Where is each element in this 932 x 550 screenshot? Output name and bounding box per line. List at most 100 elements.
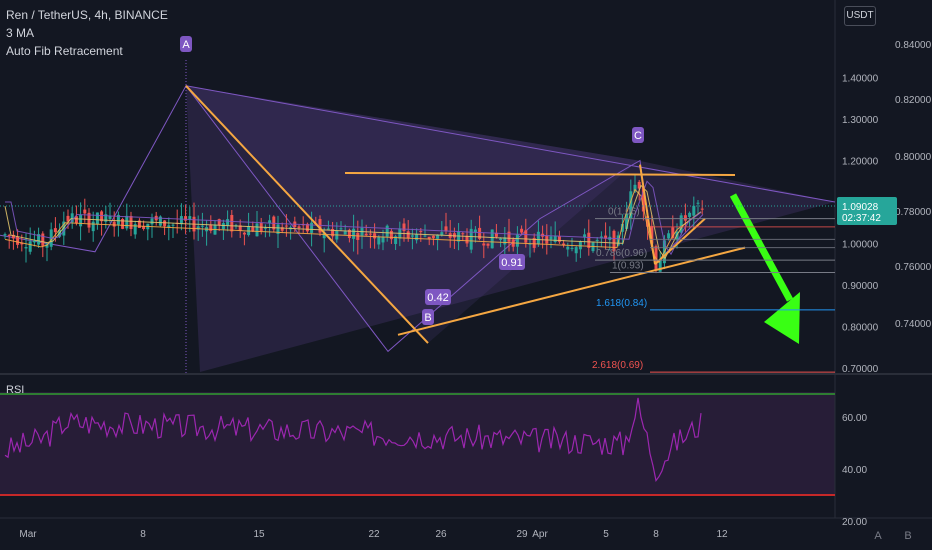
candle-down — [700, 208, 704, 210]
time-tick-label: 8 — [653, 529, 659, 540]
point-c-label-bg — [632, 127, 644, 143]
candle-down — [461, 233, 465, 235]
secondary-price-tick-label: 0.76000 — [895, 262, 932, 273]
candle-up — [133, 224, 137, 235]
candle-down — [524, 230, 528, 243]
candle-up — [268, 220, 272, 223]
price-tick-label: 0.70000 — [842, 364, 879, 375]
candle-up — [515, 234, 519, 247]
secondary-price-tick-label: 0.82000 — [895, 95, 932, 106]
candle-up — [343, 231, 347, 235]
candle-down — [520, 228, 524, 233]
candle-up — [276, 224, 280, 234]
candle-up — [310, 222, 314, 233]
candle-down — [87, 212, 91, 228]
point-a-label-bg — [180, 36, 192, 52]
candle-up — [70, 213, 74, 223]
candle-countdown: 02:37:42 — [842, 213, 881, 224]
time-tick-label: 12 — [716, 529, 728, 540]
fib-level-label: 2.618(0.69) — [592, 360, 643, 371]
candle-down — [163, 220, 167, 227]
log-scale-button[interactable]: B — [904, 530, 912, 542]
candle-down — [74, 216, 78, 224]
candle-up — [469, 228, 473, 250]
trendline — [397, 246, 746, 336]
indicator-3ma-label[interactable]: 3 MA — [6, 26, 35, 40]
candle-down — [184, 216, 188, 221]
symbol-title[interactable]: Ren / TetherUS, 4h, BINANCE — [6, 8, 168, 22]
candle-up — [32, 240, 36, 243]
candle-up — [221, 223, 225, 230]
trendline — [654, 217, 706, 265]
rsi-pane-label[interactable]: RSI — [6, 384, 25, 396]
candle-up — [95, 212, 99, 225]
candle-down — [217, 219, 221, 226]
candle-up — [436, 234, 440, 239]
time-tick-label: 22 — [368, 529, 380, 540]
candle-down — [532, 238, 536, 248]
time-tick-label: 5 — [603, 529, 609, 540]
auto-scale-button[interactable]: A — [874, 530, 882, 542]
candle-up — [24, 247, 28, 249]
candle-up — [263, 227, 267, 229]
candle-up — [116, 214, 120, 225]
candle-down — [297, 226, 301, 228]
time-tick-label: 15 — [253, 529, 265, 540]
candle-up — [503, 237, 507, 245]
time-tick-label: 26 — [435, 529, 447, 540]
candle-up — [171, 224, 175, 226]
candle-up — [352, 228, 356, 239]
candle-down — [587, 232, 591, 248]
price-tick-label: 0.90000 — [842, 281, 879, 292]
candle-up — [200, 225, 204, 227]
candle-up — [339, 228, 343, 230]
candle-down — [482, 243, 486, 246]
candle-up — [570, 247, 574, 249]
bearish-arrow-head — [764, 292, 800, 344]
candle-up — [385, 225, 389, 237]
candle-up — [410, 235, 414, 237]
price-tick-label: 1.20000 — [842, 157, 879, 168]
candle-down — [557, 236, 561, 242]
candle-down — [364, 233, 368, 236]
time-tick-label: 29 — [516, 529, 528, 540]
currency-unit-button[interactable]: USDT — [844, 6, 876, 26]
fib-level-label: 0.786(0.96) — [596, 248, 647, 259]
candle-up — [91, 221, 95, 232]
candle-up — [28, 241, 32, 252]
candle-up — [167, 225, 171, 228]
candle-up — [625, 213, 629, 229]
candle-up — [415, 234, 419, 241]
candle-up — [440, 232, 444, 236]
candle-up — [37, 234, 41, 245]
moving-average-line — [4, 184, 702, 260]
candle-down — [641, 186, 645, 212]
indicator-auto-fib-label[interactable]: Auto Fib Retracement — [6, 44, 123, 58]
candle-down — [406, 231, 410, 239]
candle-down — [16, 236, 20, 245]
candle-down — [280, 227, 284, 231]
candle-down — [507, 231, 511, 242]
candle-up — [553, 235, 557, 242]
candle-down — [238, 225, 242, 231]
current-price-value: 1.09028 — [842, 202, 879, 213]
candle-down — [20, 242, 24, 245]
candle-up — [394, 236, 398, 244]
candle-up — [326, 228, 330, 230]
candle-up — [633, 184, 637, 192]
candle-up — [473, 229, 477, 233]
candle-down — [604, 235, 608, 239]
candle-up — [79, 214, 83, 227]
time-tick-label: Mar — [19, 529, 37, 540]
candle-up — [574, 247, 578, 254]
time-tick-label: 8 — [140, 529, 146, 540]
candle-down — [284, 225, 288, 227]
candle-down — [465, 235, 469, 244]
candle-down — [389, 230, 393, 240]
harmonic-triangle — [186, 85, 638, 344]
candle-up — [150, 218, 154, 225]
candle-down — [242, 232, 246, 235]
candle-down — [486, 243, 490, 246]
b-ratio-label-bg — [425, 289, 451, 305]
